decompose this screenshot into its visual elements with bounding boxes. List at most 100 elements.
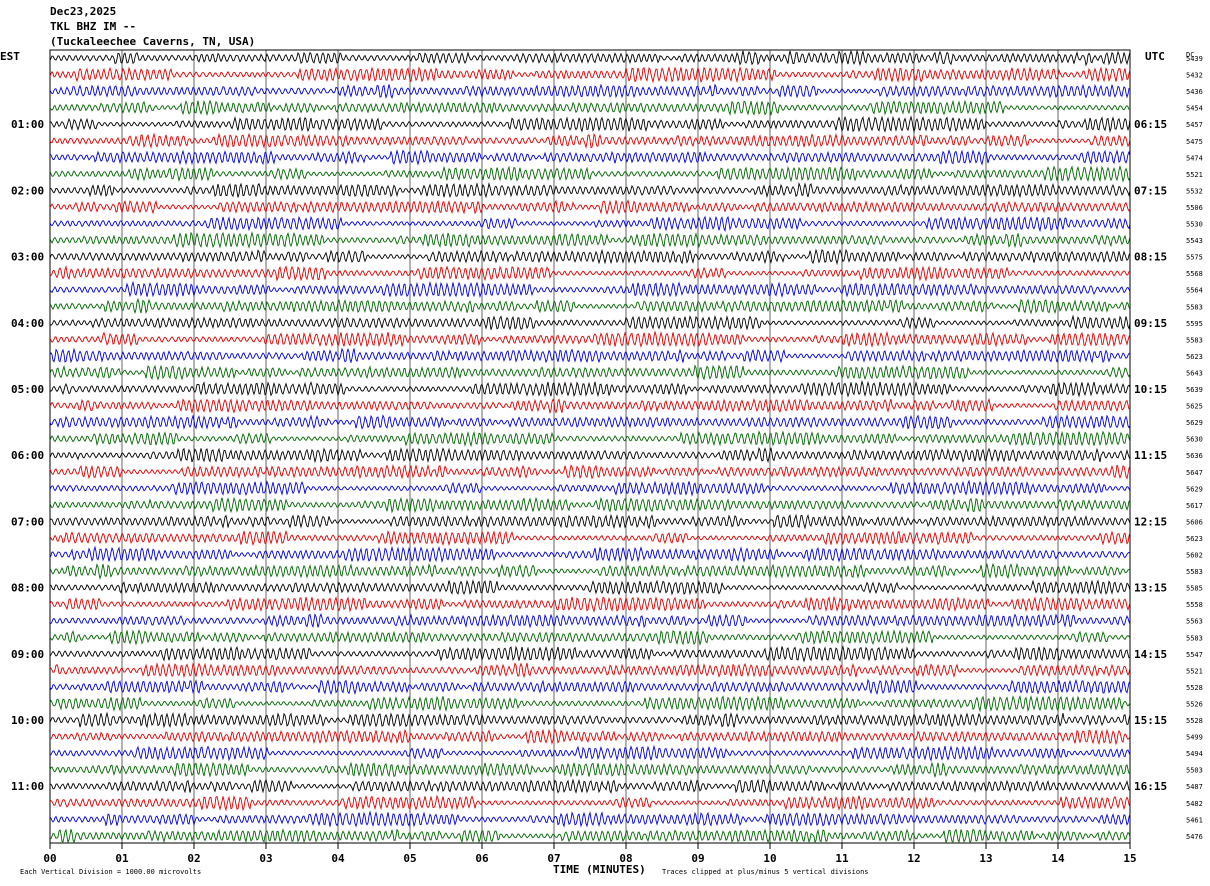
dc-offset-label: 5636 xyxy=(1186,452,1203,460)
dc-offset-label: 5461 xyxy=(1186,816,1203,824)
trace-line xyxy=(49,595,1131,613)
trace-line xyxy=(49,629,1131,646)
dc-offset-label: 5476 xyxy=(1186,833,1203,841)
trace-line xyxy=(49,662,1131,679)
trace-line xyxy=(49,562,1131,580)
trace-line xyxy=(49,149,1131,166)
dc-offset-label: 5526 xyxy=(1186,700,1203,708)
x-tick-label: 06 xyxy=(475,852,489,865)
x-tick-label: 10 xyxy=(763,852,776,865)
dc-offset-label: 5643 xyxy=(1186,369,1203,377)
plot-frame xyxy=(49,49,1131,844)
trace-line xyxy=(49,397,1131,415)
trace-group xyxy=(49,49,1131,844)
right-hour-label: 12:15 xyxy=(1134,515,1167,528)
right-hour-label: 06:15 xyxy=(1134,118,1167,131)
trace-line xyxy=(49,314,1131,331)
dc-offset-label: 5530 xyxy=(1186,221,1203,229)
right-hour-label: 08:15 xyxy=(1134,251,1167,264)
dc-offset-label: 5506 xyxy=(1186,204,1203,212)
left-hour-label: 01:00 xyxy=(11,118,44,131)
trace-line xyxy=(49,529,1131,547)
trace-line xyxy=(49,231,1131,249)
axes-group: EST UTC DC TIME (MINUTES) Each Vertical … xyxy=(0,50,1203,876)
trace-line xyxy=(49,678,1131,696)
trace-line xyxy=(49,711,1131,729)
right-hour-label: 07:15 xyxy=(1134,184,1167,197)
trace-line xyxy=(49,199,1131,215)
trace-line xyxy=(49,513,1131,530)
right-hour-label: 10:15 xyxy=(1134,383,1167,396)
x-tick-label: 15 xyxy=(1123,852,1136,865)
dc-offset-label: 5454 xyxy=(1186,105,1203,113)
dc-offset-label: 5558 xyxy=(1186,601,1203,609)
dc-offset-label: 5494 xyxy=(1186,750,1203,758)
x-tick-label: 08 xyxy=(619,852,632,865)
station-location: (Tuckaleechee Caverns, TN, USA) xyxy=(50,35,256,48)
trace-line xyxy=(49,761,1131,779)
dc-offset-label: 5532 xyxy=(1186,187,1203,195)
dc-offset-label: 5503 xyxy=(1186,767,1203,775)
trace-line xyxy=(49,364,1131,381)
dc-offset-label: 5575 xyxy=(1186,254,1203,262)
dc-offset-label: 5432 xyxy=(1186,72,1203,80)
trace-line xyxy=(49,347,1131,364)
dc-offset-label: 5602 xyxy=(1186,552,1203,560)
right-hour-label: 16:15 xyxy=(1134,780,1167,793)
footer-clip-note: Traces clipped at plus/minus 5 vertical … xyxy=(662,868,869,876)
trace-line xyxy=(49,612,1131,629)
trace-line xyxy=(49,447,1131,464)
trace-line xyxy=(49,496,1131,514)
trace-line xyxy=(49,83,1131,99)
dc-offset-label: 5617 xyxy=(1186,502,1203,510)
x-tick-label: 07 xyxy=(547,852,560,865)
dc-offset-label: 5439 xyxy=(1186,55,1203,63)
dc-offset-label: 5474 xyxy=(1186,154,1203,162)
x-tick-label: 14 xyxy=(1051,852,1065,865)
left-hour-label: 06:00 xyxy=(11,449,44,462)
dc-offset-label: 5521 xyxy=(1186,667,1203,675)
trace-line xyxy=(49,330,1131,348)
trace-line xyxy=(49,828,1131,844)
trace-line xyxy=(49,578,1131,596)
right-axis-label: UTC xyxy=(1145,50,1165,63)
left-hour-label: 09:00 xyxy=(11,648,44,661)
trace-line xyxy=(49,379,1131,398)
right-hour-label: 11:15 xyxy=(1134,449,1167,462)
trace-line xyxy=(49,115,1131,134)
left-hour-label: 08:00 xyxy=(11,582,44,595)
left-hour-label: 05:00 xyxy=(11,383,44,396)
x-tick-label: 05 xyxy=(403,852,416,865)
station-code: TKL BHZ IM -- xyxy=(50,20,137,33)
dc-offset-label: 5475 xyxy=(1186,138,1203,146)
trace-line xyxy=(49,794,1131,812)
x-tick-label: 01 xyxy=(115,852,129,865)
dc-offset-label: 5625 xyxy=(1186,403,1203,411)
trace-line xyxy=(49,778,1131,795)
trace-line xyxy=(49,695,1131,713)
dc-offset-label: 5457 xyxy=(1186,121,1203,129)
dc-offset-label: 5606 xyxy=(1186,518,1203,526)
trace-line xyxy=(49,479,1131,497)
trace-line xyxy=(49,430,1131,448)
dc-offset-label: 5623 xyxy=(1186,535,1203,543)
right-hour-label: 13:15 xyxy=(1134,582,1167,595)
trace-line xyxy=(49,414,1131,430)
dc-offset-label: 5647 xyxy=(1186,469,1203,477)
trace-line xyxy=(49,164,1131,183)
dc-offset-label: 5623 xyxy=(1186,353,1203,361)
left-hour-label: 03:00 xyxy=(11,251,44,264)
dc-header: DC xyxy=(1186,51,1194,59)
dc-offset-label: 5547 xyxy=(1186,651,1203,659)
x-tick-label: 09 xyxy=(691,852,704,865)
chart-date: Dec23,2025 xyxy=(50,5,117,18)
left-hour-label: 02:00 xyxy=(11,184,44,197)
trace-line xyxy=(49,645,1131,663)
trace-line xyxy=(49,280,1131,299)
dc-offset-label: 5583 xyxy=(1186,568,1203,576)
dc-offset-label: 5595 xyxy=(1186,320,1203,328)
dc-offset-label: 5499 xyxy=(1186,734,1203,742)
dc-offset-label: 5630 xyxy=(1186,436,1203,444)
dc-offset-label: 5482 xyxy=(1186,800,1203,808)
